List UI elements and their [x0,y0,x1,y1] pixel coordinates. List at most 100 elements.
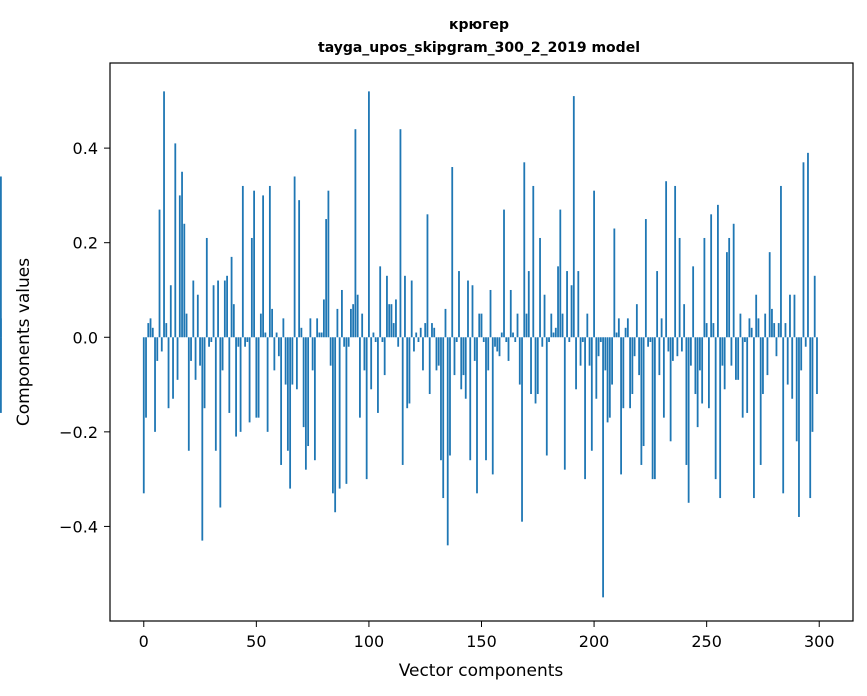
bar-173 [532,185,535,338]
bar-169 [523,162,526,338]
bar-176 [539,237,541,338]
bar-279 [771,308,773,338]
bar-241 [685,337,688,465]
bar-195 [581,337,584,342]
bar-15 [176,337,179,380]
bar-247 [699,337,701,371]
bar-132 [440,337,442,461]
bar-67 [293,176,296,338]
bars-group [0,91,818,598]
bar-0 [142,337,145,494]
bar-271 [753,337,755,499]
bar-185 [559,209,562,338]
bar-130 [435,337,438,371]
bar-272 [755,294,758,338]
bar-61 [280,337,283,465]
bar-34 [219,337,222,508]
bar-111 [392,323,395,338]
bar-150 [480,313,483,338]
bar-145 [469,337,472,461]
bar-142 [462,337,465,376]
bar-129 [433,327,436,338]
bar-146 [471,285,474,338]
bar-245 [694,337,697,395]
bar-98 [363,337,366,371]
bar-120 [413,337,415,352]
bar-22 [192,280,195,338]
bar-299 [816,337,818,395]
bar-160 [503,209,505,338]
bar-154 [489,289,492,338]
bar-262 [732,223,735,338]
bar-10 [165,323,168,338]
bar-155 [491,337,494,475]
bar-28 [205,237,208,338]
bar-115 [401,337,404,465]
bar-148 [476,337,478,494]
bar-9 [163,91,165,338]
x-tick-label: 50 [246,632,266,651]
bar-7 [158,209,161,338]
bar-141 [460,337,463,390]
bar-143 [464,337,467,399]
bar-76 [313,337,316,461]
bar-258 [723,337,726,390]
bar-103 [374,337,377,342]
bar-291 [798,337,800,517]
bar-124 [422,337,424,371]
bar-274 [759,337,762,465]
bar-158 [498,337,501,357]
bar-87 [338,337,341,489]
bar-82 [327,190,330,338]
bar-269 [748,318,751,338]
bar-104 [377,337,379,413]
bar-147 [473,337,476,361]
bar-undefined [0,176,2,338]
x-tick-label: 300 [804,632,835,651]
bar-246 [696,337,699,428]
bar-288 [791,337,794,399]
bar-126 [426,214,429,338]
bar-228 [656,271,659,338]
bar-284 [782,337,785,494]
bar-168 [521,337,523,522]
bar-59 [275,332,278,338]
bar-57 [271,308,274,338]
x-tick-label: 150 [466,632,497,651]
bar-298 [813,275,816,338]
bar-199 [590,337,593,451]
bar-268 [746,337,749,413]
bar-203 [599,337,602,342]
bar-135 [446,337,449,546]
bar-36 [223,280,226,338]
bar-78 [318,332,321,338]
bar-44 [241,185,244,338]
bar-133 [442,337,445,499]
bar-125 [424,323,427,338]
bar-21 [190,337,192,361]
bar-121 [415,332,418,338]
bar-267 [744,337,746,342]
x-tick-label: 0 [139,632,149,651]
bar-40 [232,304,235,338]
bar-54 [264,332,267,338]
bar-139 [455,337,458,342]
bar-170 [525,313,528,338]
bar-6 [156,337,159,361]
bar-259 [726,252,728,338]
bar-261 [730,337,733,366]
bar-42 [237,337,240,347]
bar-134 [444,308,447,338]
bar-273 [757,318,760,338]
x-tick-label: 250 [691,632,722,651]
bar-237 [676,337,679,357]
bar-56 [268,185,271,338]
bar-117 [406,337,409,409]
bar-255 [717,204,719,338]
bar-32 [214,337,217,451]
bar-96 [359,337,361,418]
bar-175 [536,337,539,395]
bar-90 [345,337,348,484]
bar-292 [800,337,803,371]
